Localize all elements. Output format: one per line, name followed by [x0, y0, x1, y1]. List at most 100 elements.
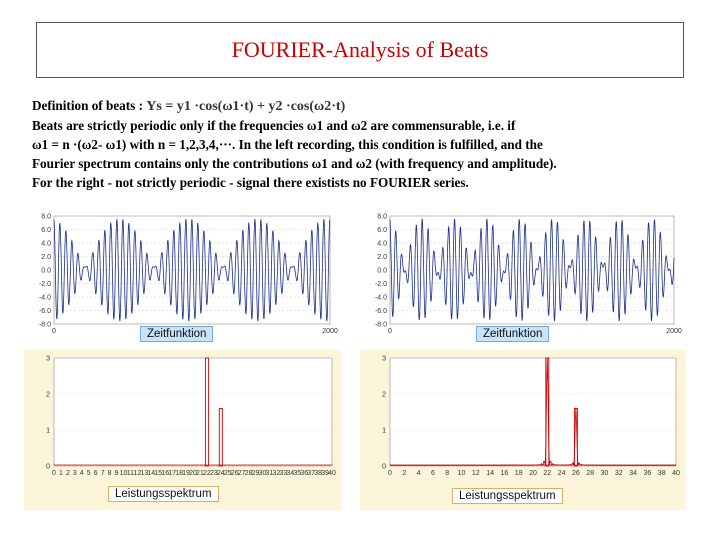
- x-tick-label: 32: [273, 470, 281, 477]
- y-tick-label: 3: [382, 356, 386, 363]
- y-tick-label: 2: [46, 392, 50, 399]
- x-tick-label: 3: [73, 470, 77, 477]
- y-tick-label: -8.0: [375, 322, 387, 329]
- x-tick-label: 4: [417, 470, 421, 477]
- y-tick-label: 2.0: [41, 254, 51, 261]
- x-tick-label: 39: [321, 470, 329, 477]
- x-tick-label: 12: [472, 470, 480, 477]
- x-tick-label: 38: [658, 470, 666, 477]
- x-tick-label: 40: [672, 470, 680, 477]
- x-tick-label: 13: [140, 470, 148, 477]
- x-tick-label: 16: [161, 470, 169, 477]
- spectrum-peak: [573, 407, 578, 467]
- x-tick-label: 19: [182, 470, 190, 477]
- left-time-plot: 8.0 6.0 4.0 2.0 0.0 -2.0 -4.0 -6.0 -8.0 0 2000 Zei…: [24, 208, 342, 346]
- x-tick-label: 22: [203, 470, 211, 477]
- y-tick-label: -4.0: [39, 295, 51, 302]
- x-tick-label: 30: [601, 470, 609, 477]
- right-spectrum-label: Leistungsspektrum: [452, 488, 563, 504]
- x-tick-label: 16: [501, 470, 509, 477]
- x-tick-label: 23: [210, 470, 218, 477]
- page-title: FOURIER-Analysis of Beats: [231, 37, 489, 62]
- right-time-label: Zeitfunktion: [476, 326, 550, 342]
- x-tick-label: 18: [175, 470, 183, 477]
- paragraph-line-1: Beats are strictly periodic only if the …: [32, 118, 516, 133]
- x-tick-label: 32: [615, 470, 623, 477]
- y-tick-label: -2.0: [39, 281, 51, 288]
- y-tick-label: -2.0: [375, 281, 387, 288]
- x-tick-label: 36: [300, 470, 308, 477]
- left-time-label: Zeitfunktion: [140, 326, 214, 342]
- y-tick-label: -8.0: [39, 322, 51, 329]
- y-tick-label: 0: [382, 464, 386, 471]
- x-tick-label: 1: [59, 470, 63, 477]
- y-tick-label: 8.0: [41, 214, 51, 221]
- plot-frame: [53, 357, 333, 467]
- right-spectrum-plot: 3 2 1 0 0 2 4 6 8 10 12 14 16 18 20 22 24 26 28 30 32 34 36 38 4…: [360, 350, 686, 510]
- y-tick-label: -6.0: [39, 308, 51, 315]
- paragraph-line-4: For the right - not strictly periodic - …: [32, 175, 469, 190]
- x-tick-label: 33: [279, 470, 287, 477]
- x-tick-label: 8: [445, 470, 449, 477]
- x-tick-label: 8: [108, 470, 112, 477]
- description: Definition of beats : Ys = y1 ·cos(ω1·t)…: [32, 96, 692, 192]
- x-tick-label: 40: [328, 470, 336, 477]
- y-tick-label: 3: [46, 356, 50, 363]
- x-tick-label: 0: [388, 470, 392, 477]
- x-tick-label: 28: [586, 470, 594, 477]
- x-tick-label: 21: [196, 470, 204, 477]
- x-tick-label: 10: [458, 470, 466, 477]
- x-tick-label: 38: [314, 470, 322, 477]
- x-tick-label: 10: [120, 470, 128, 477]
- y-tick-label: 0.0: [41, 268, 51, 275]
- x-tick-label: 20: [529, 470, 537, 477]
- y-tick-label: 0: [46, 464, 50, 471]
- y-tick-label: 2.0: [377, 254, 387, 261]
- y-tick-label: 0.0: [377, 268, 387, 275]
- x-tick-label: 27: [238, 470, 246, 477]
- signal-line: [53, 219, 331, 322]
- x-tick-label: 12: [134, 470, 142, 477]
- x-tick-label: 17: [168, 470, 176, 477]
- definition-prefix: Definition of beats :: [32, 98, 147, 113]
- x-tick-label: 4: [80, 470, 84, 477]
- plot-frame: [389, 357, 677, 467]
- x-tick-label: 0: [388, 328, 392, 335]
- y-tick-label: -6.0: [375, 308, 387, 315]
- y-tick-label: 6.0: [377, 227, 387, 234]
- y-tick-label: 1: [46, 428, 50, 435]
- x-tick-label: 24: [558, 470, 566, 477]
- x-tick-label: 0: [52, 470, 56, 477]
- x-tick-label: 2: [402, 470, 406, 477]
- x-tick-label: 22: [543, 470, 551, 477]
- x-tick-label: 35: [293, 470, 301, 477]
- x-tick-label: 9: [115, 470, 119, 477]
- y-tick-label: 1: [382, 428, 386, 435]
- spectrum-peak: [545, 357, 550, 467]
- x-tick-label: 34: [629, 470, 637, 477]
- y-tick-label: 2: [382, 392, 386, 399]
- x-tick-label: 24: [217, 470, 225, 477]
- x-tick-label: 20: [189, 470, 197, 477]
- x-tick-label: 2000: [666, 328, 682, 335]
- spectrum-peak: [218, 407, 223, 467]
- paragraph-line-2: ω1 = n ·(ω2- ω1) with n = 1,2,3,4,···. I…: [32, 137, 543, 152]
- x-tick-label: 14: [486, 470, 494, 477]
- x-tick-label: 31: [266, 470, 274, 477]
- x-tick-label: 30: [259, 470, 267, 477]
- x-tick-label: 25: [224, 470, 232, 477]
- x-tick-label: 26: [572, 470, 580, 477]
- left-spectrum-plot: 3 2 1 0 0 1 2 3 4 5 6 7 8 9 10 11 12 13 14 15 16 17 18 19 20 21 22…: [24, 350, 342, 510]
- y-tick-label: 6.0: [41, 227, 51, 234]
- y-tick-label: 4.0: [377, 241, 387, 248]
- x-tick-label: 11: [127, 470, 134, 477]
- x-tick-label: 0: [52, 328, 56, 335]
- paragraph-line-3: Fourier spectrum contains only the contr…: [32, 156, 557, 171]
- x-tick-label: 2: [66, 470, 70, 477]
- x-tick-label: 7: [101, 470, 105, 477]
- x-tick-label: 37: [307, 470, 315, 477]
- title-box: FOURIER-Analysis of Beats: [36, 22, 684, 78]
- spectrum-peak: [204, 357, 209, 467]
